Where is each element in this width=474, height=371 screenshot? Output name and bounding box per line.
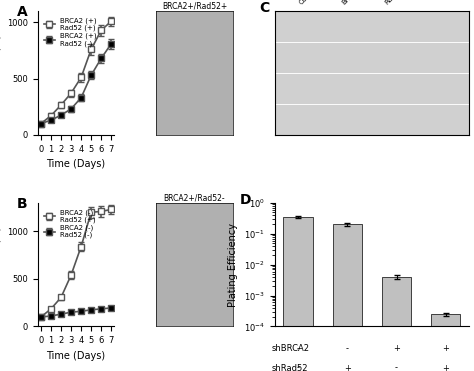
Text: +: + <box>442 344 449 353</box>
Text: Rad52sh: Rad52sh <box>383 0 409 6</box>
X-axis label: Time (Days): Time (Days) <box>46 351 106 361</box>
Text: D: D <box>239 193 251 207</box>
Legend: BRCA2 (+)
Rad52 (+), BRCA2 (+)
Rad52 (-): BRCA2 (+) Rad52 (+), BRCA2 (+) Rad52 (-) <box>41 14 100 50</box>
Y-axis label: Cell Growth (%): Cell Growth (%) <box>0 35 1 111</box>
Y-axis label: Cell Growth (%): Cell Growth (%) <box>0 226 1 303</box>
Text: -: - <box>297 344 300 353</box>
Bar <box>333 224 362 371</box>
Text: +: + <box>393 344 400 353</box>
Text: +: + <box>442 364 449 371</box>
Text: -: - <box>297 364 300 371</box>
Text: Consh: Consh <box>298 0 318 6</box>
Text: MCF7 cells: MCF7 cells <box>343 0 401 1</box>
Text: B: B <box>17 197 27 211</box>
Title: BRCA2+/Rad52+: BRCA2+/Rad52+ <box>162 1 227 10</box>
Text: -: - <box>346 344 349 353</box>
Legend: BRCA2 (-)
Rad52 (+), BRCA2 (-)
Rad52 (-): BRCA2 (-) Rad52 (+), BRCA2 (-) Rad52 (-) <box>41 206 99 241</box>
Text: BRCA2sh: BRCA2sh <box>341 0 367 6</box>
Y-axis label: Plating Efficiency: Plating Efficiency <box>228 223 238 307</box>
Bar <box>431 314 460 371</box>
Text: shRad52: shRad52 <box>271 364 308 371</box>
Text: +: + <box>344 364 351 371</box>
Text: -: - <box>395 364 398 371</box>
Text: shBRCA2: shBRCA2 <box>271 344 309 353</box>
Bar <box>283 217 313 371</box>
Text: C: C <box>259 1 269 15</box>
Text: A: A <box>17 5 27 19</box>
Bar <box>382 277 411 371</box>
X-axis label: Time (Days): Time (Days) <box>46 159 106 169</box>
Title: BRCA2+/Rad52-: BRCA2+/Rad52- <box>164 193 225 202</box>
